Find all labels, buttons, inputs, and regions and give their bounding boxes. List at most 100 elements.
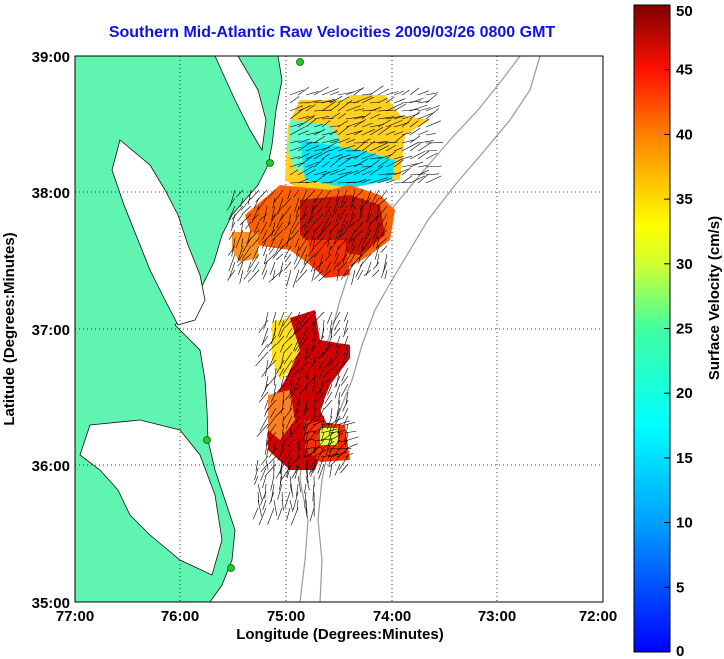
velocity-vector xyxy=(272,197,276,209)
velocity-vector xyxy=(401,119,412,128)
velocity-vector xyxy=(336,399,341,416)
velocity-vector xyxy=(321,153,330,160)
velocity-vector xyxy=(313,170,327,176)
velocity-vector xyxy=(312,446,323,450)
velocity-vector xyxy=(252,245,260,261)
velocity-vector xyxy=(305,131,322,136)
velocity-vector xyxy=(318,407,325,420)
velocity-vector xyxy=(297,178,309,184)
velocity-vector xyxy=(298,431,301,448)
velocity-vector xyxy=(292,269,300,288)
velocity-vector xyxy=(249,253,260,269)
velocity-vector xyxy=(240,197,252,211)
velocity-vector xyxy=(344,436,359,442)
velocity-vector xyxy=(345,170,359,176)
velocity-vector xyxy=(352,189,364,202)
velocity-vector xyxy=(335,407,341,422)
velocity-vector xyxy=(385,115,405,120)
velocity-vector xyxy=(237,253,252,267)
velocity-vector xyxy=(385,96,395,104)
velocity-vector xyxy=(265,359,269,377)
colorbar-tick-label: 20 xyxy=(676,385,693,402)
velocity-vector xyxy=(321,431,325,441)
velocity-vector xyxy=(338,205,348,221)
velocity-vector xyxy=(304,419,319,426)
velocity-vector xyxy=(273,189,284,203)
velocity-vector xyxy=(299,383,309,395)
velocity-vector xyxy=(353,86,365,96)
velocity-vector xyxy=(320,441,335,450)
velocity-vector xyxy=(336,269,340,281)
velocity-vector xyxy=(369,156,384,160)
velocity-vector xyxy=(297,141,313,152)
velocity-vector xyxy=(345,213,356,230)
velocity-vector xyxy=(377,125,392,136)
velocity-vector xyxy=(375,205,388,221)
velocity-vector xyxy=(361,122,373,128)
velocity-vector xyxy=(321,415,325,432)
velocity-vector xyxy=(327,229,332,248)
velocity-vector xyxy=(313,100,333,104)
velocity-vector xyxy=(409,97,424,104)
velocity-vector xyxy=(228,245,236,256)
velocity-vector xyxy=(294,197,300,213)
velocity-vector xyxy=(359,253,372,267)
velocity-vector xyxy=(358,237,364,247)
velocity-vector xyxy=(324,205,332,218)
velocity-vector xyxy=(330,351,333,362)
velocity-vector xyxy=(325,261,332,273)
velocity-vector xyxy=(291,221,300,235)
velocity-vector xyxy=(277,507,283,521)
velocity-vector xyxy=(335,189,340,202)
velocity-vector xyxy=(264,311,269,329)
velocity-vector xyxy=(336,440,347,443)
velocity-vector xyxy=(305,311,317,323)
velocity-vector xyxy=(287,439,293,448)
velocity-vector xyxy=(321,138,340,144)
velocity-vector xyxy=(263,245,268,257)
velocity-vector xyxy=(425,93,438,104)
velocity-vector xyxy=(257,483,263,500)
velocity-vector xyxy=(329,174,347,184)
velocity-vector xyxy=(353,119,367,128)
velocity-vector xyxy=(334,383,341,399)
velocity-vector xyxy=(305,152,323,160)
velocity-vector xyxy=(385,158,404,168)
velocity-vector xyxy=(231,205,244,220)
velocity-vector xyxy=(313,455,317,473)
velocity-vector xyxy=(380,245,388,253)
velocity-vector xyxy=(329,154,343,160)
velocity-vector xyxy=(338,455,349,471)
pamlico-sound xyxy=(79,419,223,576)
velocity-vector xyxy=(292,367,301,377)
velocity-vector xyxy=(337,91,354,96)
velocity-vector xyxy=(289,146,301,152)
velocity-vector xyxy=(287,189,292,200)
velocity-vector xyxy=(313,123,323,128)
velocity-vector xyxy=(425,105,440,112)
velocity-vector xyxy=(264,253,276,265)
velocity-vector xyxy=(337,112,346,120)
velocity-vector xyxy=(310,463,317,473)
velocity-vector xyxy=(328,432,343,442)
velocity-vector xyxy=(279,237,292,251)
velocity-vector xyxy=(361,170,373,176)
velocity-vector xyxy=(309,507,315,522)
velocity-vector xyxy=(327,383,333,396)
velocity-vector xyxy=(279,205,292,221)
velocity-vector xyxy=(326,415,333,430)
velocity-vector xyxy=(325,439,333,456)
velocity-vector xyxy=(300,221,308,230)
velocity-vector xyxy=(337,171,352,176)
velocity-vector xyxy=(337,181,354,184)
velocity-vector xyxy=(289,89,304,96)
velocity-vector xyxy=(268,455,277,465)
velocity-vector xyxy=(353,158,369,168)
velocity-vector xyxy=(344,261,356,278)
velocity-vector xyxy=(377,178,392,184)
velocity-vector xyxy=(313,189,324,204)
velocity-vector xyxy=(305,91,319,96)
velocity-vector xyxy=(304,451,315,458)
velocity-vector xyxy=(417,107,431,112)
velocity-vector xyxy=(425,175,442,184)
